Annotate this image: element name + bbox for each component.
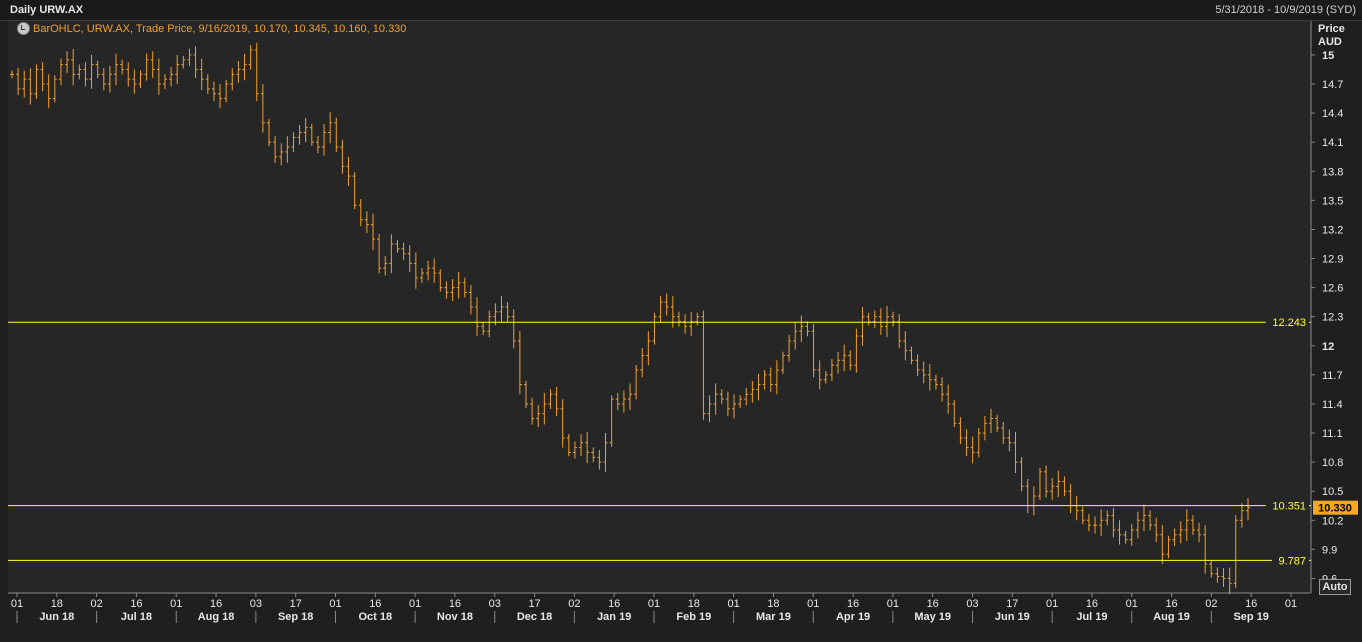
y-tick-label: 13.5 [1322, 195, 1343, 207]
y-tick-label: 10.5 [1322, 486, 1343, 498]
x-tick-day-label: 01 [11, 598, 23, 610]
x-tick-month-label: Jan 19 [597, 611, 631, 623]
x-tick-month-label: Jul 18 [121, 611, 152, 623]
x-tick-day-label: 03 [966, 598, 978, 610]
x-tick-day-label: 01 [648, 598, 660, 610]
y-tick-label: 14.7 [1322, 79, 1343, 91]
x-tick-day-label: 16 [449, 598, 461, 610]
y-axis-header: Price AUD [1318, 23, 1345, 49]
y-tick-label: 12.3 [1322, 312, 1343, 324]
x-tick-day-label: 17 [528, 598, 540, 610]
legend-text: BarOHLC, URW.AX, Trade Price, 9/16/2019,… [33, 22, 407, 35]
x-tick-day-label: 01 [1046, 598, 1058, 610]
x-tick-day-label: 01 [807, 598, 819, 610]
x-tick-day-label: 01 [1126, 598, 1138, 610]
x-tick-day-label: 16 [608, 598, 620, 610]
last-price-label: 10.330 [1318, 503, 1352, 515]
x-tick-day-label: 16 [927, 598, 939, 610]
y-tick-label: 14.4 [1322, 108, 1343, 120]
y-axis-unit-price: Price [1318, 23, 1345, 35]
x-tick-month-label: Feb 19 [676, 611, 711, 623]
x-tick-month-label: Sep 19 [1233, 611, 1268, 623]
y-tick-label: 9.9 [1322, 544, 1337, 556]
x-tick-day-label: 03 [250, 598, 262, 610]
y-tick-label: 12.6 [1322, 283, 1343, 295]
x-tick-month-label: Aug 19 [1153, 611, 1190, 623]
series-legend[interactable]: BarOHLC, URW.AX, Trade Price, 9/16/2019,… [17, 22, 406, 35]
y-tick-label: 14.1 [1322, 137, 1343, 149]
x-tick-day-label: 16 [1086, 598, 1098, 610]
y-tick-label: 12 [1322, 341, 1334, 353]
x-tick-day-label: 18 [767, 598, 779, 610]
x-tick-day-label: 01 [728, 598, 740, 610]
y-tick-label: 15 [1322, 50, 1334, 62]
x-tick-day-label: 01 [170, 598, 182, 610]
x-tick-day-label: 16 [1165, 598, 1177, 610]
x-tick-day-label: 16 [130, 598, 142, 610]
x-tick-month-label: Apr 19 [836, 611, 870, 623]
x-tick-day-label: 01 [1285, 598, 1297, 610]
title-bar: Daily URW.AX 5/31/2018 - 10/9/2019 (SYD) [0, 0, 1362, 21]
x-tick-day-label: 02 [91, 598, 103, 610]
chart-title: Daily URW.AX [10, 4, 84, 16]
y-tick-label: 11.7 [1322, 370, 1343, 382]
plot-area[interactable] [8, 21, 1311, 593]
x-tick-day-label: 02 [1205, 598, 1217, 610]
y-tick-label: 10.8 [1322, 457, 1343, 469]
x-tick-month-label: Aug 18 [198, 611, 235, 623]
y-tick-label: 11.1 [1322, 428, 1343, 440]
x-tick-day-label: 02 [568, 598, 580, 610]
x-tick-month-label: Jun 19 [995, 611, 1030, 623]
x-tick-day-label: 17 [1006, 598, 1018, 610]
x-tick-day-label: 17 [290, 598, 302, 610]
x-tick-day-label: 16 [210, 598, 222, 610]
x-tick-day-label: 01 [409, 598, 421, 610]
x-tick-month-label: Nov 18 [437, 611, 473, 623]
y-tick-label: 13.8 [1322, 166, 1343, 178]
y-tick-label: 10.2 [1322, 515, 1343, 527]
y-axis-unit-currency: AUD [1318, 36, 1342, 48]
x-tick-day-label: 03 [489, 598, 501, 610]
date-range-label[interactable]: 5/31/2018 - 10/9/2019 (SYD) [1215, 4, 1356, 16]
x-tick-day-label: 18 [51, 598, 63, 610]
x-tick-month-label: Sep 18 [278, 611, 313, 623]
x-tick-month-label: Jun 18 [39, 611, 74, 623]
x-tick-day-label: 01 [329, 598, 341, 610]
x-tick-day-label: 16 [369, 598, 381, 610]
x-tick-month-label: May 19 [914, 611, 951, 623]
x-tick-month-label: Mar 19 [756, 611, 791, 623]
x-tick-day-label: 01 [887, 598, 899, 610]
x-tick-day-label: 18 [688, 598, 700, 610]
y-tick-label: 13.2 [1322, 224, 1343, 236]
x-tick-month-label: Dec 18 [517, 611, 552, 623]
legend-settings-icon[interactable] [17, 22, 30, 35]
x-tick-month-label: Oct 18 [358, 611, 392, 623]
x-tick-day-label: 16 [847, 598, 859, 610]
last-price-tag [1313, 500, 1358, 515]
x-tick-day-label: 16 [1245, 598, 1257, 610]
y-tick-label: 11.4 [1322, 399, 1343, 411]
y-tick-label: 12.9 [1322, 254, 1343, 266]
auto-scale-button[interactable]: Auto [1319, 579, 1351, 595]
x-tick-month-label: Jul 19 [1076, 611, 1107, 623]
